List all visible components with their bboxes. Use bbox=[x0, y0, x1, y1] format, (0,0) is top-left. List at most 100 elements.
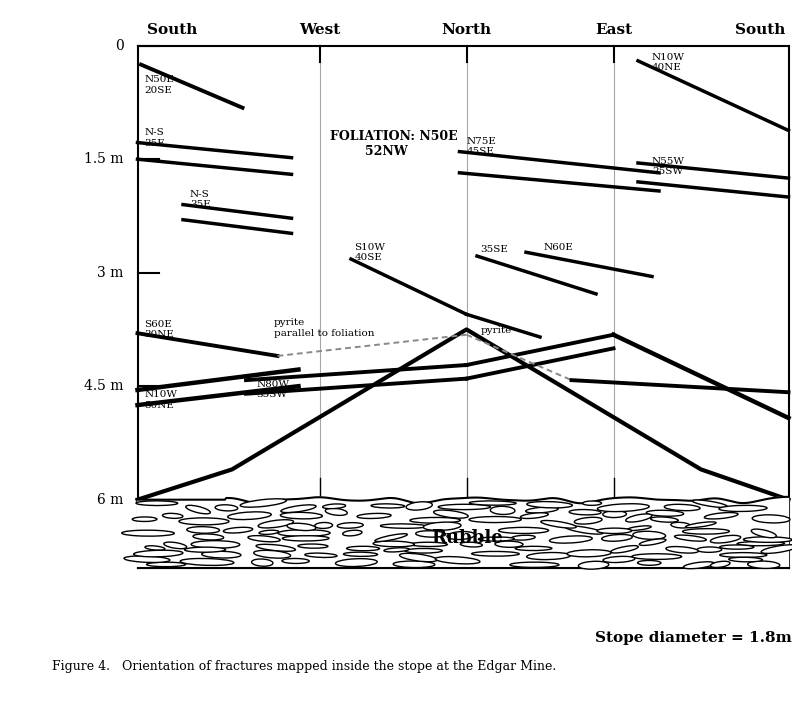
Ellipse shape bbox=[435, 557, 480, 564]
Ellipse shape bbox=[179, 518, 229, 525]
Ellipse shape bbox=[258, 520, 294, 528]
Ellipse shape bbox=[710, 561, 730, 568]
Ellipse shape bbox=[371, 504, 405, 508]
Text: N50E
20SE: N50E 20SE bbox=[145, 76, 174, 95]
Text: N-S
35E: N-S 35E bbox=[190, 190, 210, 209]
Ellipse shape bbox=[610, 545, 638, 553]
Ellipse shape bbox=[228, 512, 271, 520]
Ellipse shape bbox=[434, 510, 468, 518]
Ellipse shape bbox=[674, 535, 706, 541]
Ellipse shape bbox=[251, 559, 273, 566]
Text: N55W
25SW: N55W 25SW bbox=[652, 157, 685, 176]
Ellipse shape bbox=[602, 535, 632, 541]
Ellipse shape bbox=[186, 506, 210, 514]
Ellipse shape bbox=[314, 523, 333, 528]
Text: South: South bbox=[735, 23, 786, 36]
Ellipse shape bbox=[406, 502, 432, 510]
Text: FOLIATION: N50E
        52NW: FOLIATION: N50E 52NW bbox=[330, 130, 458, 158]
Ellipse shape bbox=[603, 556, 635, 563]
Text: East: East bbox=[595, 23, 632, 36]
Ellipse shape bbox=[342, 530, 362, 536]
Ellipse shape bbox=[526, 553, 570, 560]
Ellipse shape bbox=[343, 552, 378, 556]
Text: Figure 4.   Orientation of fractures mapped inside the stope at the Edgar Mine.: Figure 4. Orientation of fractures mappe… bbox=[52, 660, 556, 672]
Ellipse shape bbox=[254, 550, 290, 558]
Text: North: North bbox=[442, 23, 491, 36]
Text: pyrite: pyrite bbox=[481, 327, 512, 335]
Ellipse shape bbox=[124, 556, 170, 563]
Ellipse shape bbox=[438, 504, 490, 510]
Ellipse shape bbox=[185, 547, 226, 552]
Ellipse shape bbox=[384, 548, 409, 552]
Ellipse shape bbox=[375, 534, 407, 541]
Ellipse shape bbox=[280, 513, 322, 519]
Ellipse shape bbox=[633, 531, 666, 539]
Ellipse shape bbox=[510, 562, 559, 568]
Ellipse shape bbox=[569, 510, 601, 515]
Ellipse shape bbox=[639, 539, 666, 545]
Ellipse shape bbox=[335, 559, 378, 567]
Text: N10W
50NE: N10W 50NE bbox=[145, 390, 178, 409]
Ellipse shape bbox=[565, 525, 603, 534]
Ellipse shape bbox=[469, 516, 522, 523]
Ellipse shape bbox=[574, 518, 602, 524]
Ellipse shape bbox=[729, 558, 762, 562]
Ellipse shape bbox=[405, 548, 442, 553]
Ellipse shape bbox=[248, 535, 280, 542]
Ellipse shape bbox=[460, 542, 482, 547]
Ellipse shape bbox=[683, 562, 714, 569]
Ellipse shape bbox=[215, 505, 238, 511]
Ellipse shape bbox=[423, 522, 461, 530]
Text: West: West bbox=[299, 23, 340, 36]
Ellipse shape bbox=[697, 547, 722, 553]
Ellipse shape bbox=[447, 532, 475, 540]
Text: South: South bbox=[147, 23, 198, 36]
Ellipse shape bbox=[490, 506, 515, 515]
Ellipse shape bbox=[326, 508, 347, 515]
Text: 4.5 m: 4.5 m bbox=[84, 379, 123, 393]
Ellipse shape bbox=[164, 542, 186, 549]
Ellipse shape bbox=[134, 550, 183, 557]
Ellipse shape bbox=[666, 547, 698, 553]
Ellipse shape bbox=[145, 545, 165, 550]
Ellipse shape bbox=[541, 520, 576, 528]
Ellipse shape bbox=[399, 553, 437, 562]
Ellipse shape bbox=[416, 530, 446, 537]
Ellipse shape bbox=[602, 511, 626, 518]
Text: 6 m: 6 m bbox=[97, 493, 123, 507]
Ellipse shape bbox=[281, 505, 316, 513]
Ellipse shape bbox=[282, 535, 329, 541]
Text: pyrite
parallel to foliation: pyrite parallel to foliation bbox=[274, 318, 374, 338]
Ellipse shape bbox=[410, 543, 447, 546]
Ellipse shape bbox=[393, 561, 435, 568]
Ellipse shape bbox=[256, 544, 295, 551]
Ellipse shape bbox=[186, 527, 219, 533]
Ellipse shape bbox=[626, 514, 652, 522]
Ellipse shape bbox=[180, 558, 234, 565]
Ellipse shape bbox=[380, 524, 427, 528]
Text: Stope diameter = 1.8m: Stope diameter = 1.8m bbox=[595, 631, 792, 645]
Text: S10W
40SE: S10W 40SE bbox=[354, 242, 386, 262]
Ellipse shape bbox=[223, 528, 253, 533]
Ellipse shape bbox=[710, 535, 741, 543]
Ellipse shape bbox=[526, 501, 572, 508]
Ellipse shape bbox=[720, 545, 754, 549]
Ellipse shape bbox=[686, 522, 716, 528]
Text: 0: 0 bbox=[114, 39, 123, 53]
Ellipse shape bbox=[322, 504, 346, 508]
Ellipse shape bbox=[650, 517, 678, 522]
Ellipse shape bbox=[751, 529, 776, 538]
Ellipse shape bbox=[470, 501, 516, 506]
Text: N80W
35SW: N80W 35SW bbox=[257, 379, 290, 399]
Text: N10W
40NE: N10W 40NE bbox=[652, 53, 685, 72]
Text: N-S
35E: N-S 35E bbox=[145, 128, 166, 148]
Ellipse shape bbox=[550, 536, 592, 543]
Ellipse shape bbox=[597, 528, 632, 533]
Ellipse shape bbox=[472, 551, 519, 556]
Polygon shape bbox=[138, 497, 789, 568]
Text: Rubble: Rubble bbox=[430, 528, 502, 547]
Ellipse shape bbox=[282, 558, 310, 563]
Text: N75E
45SE: N75E 45SE bbox=[466, 137, 496, 156]
Ellipse shape bbox=[646, 511, 684, 516]
Ellipse shape bbox=[511, 535, 535, 540]
